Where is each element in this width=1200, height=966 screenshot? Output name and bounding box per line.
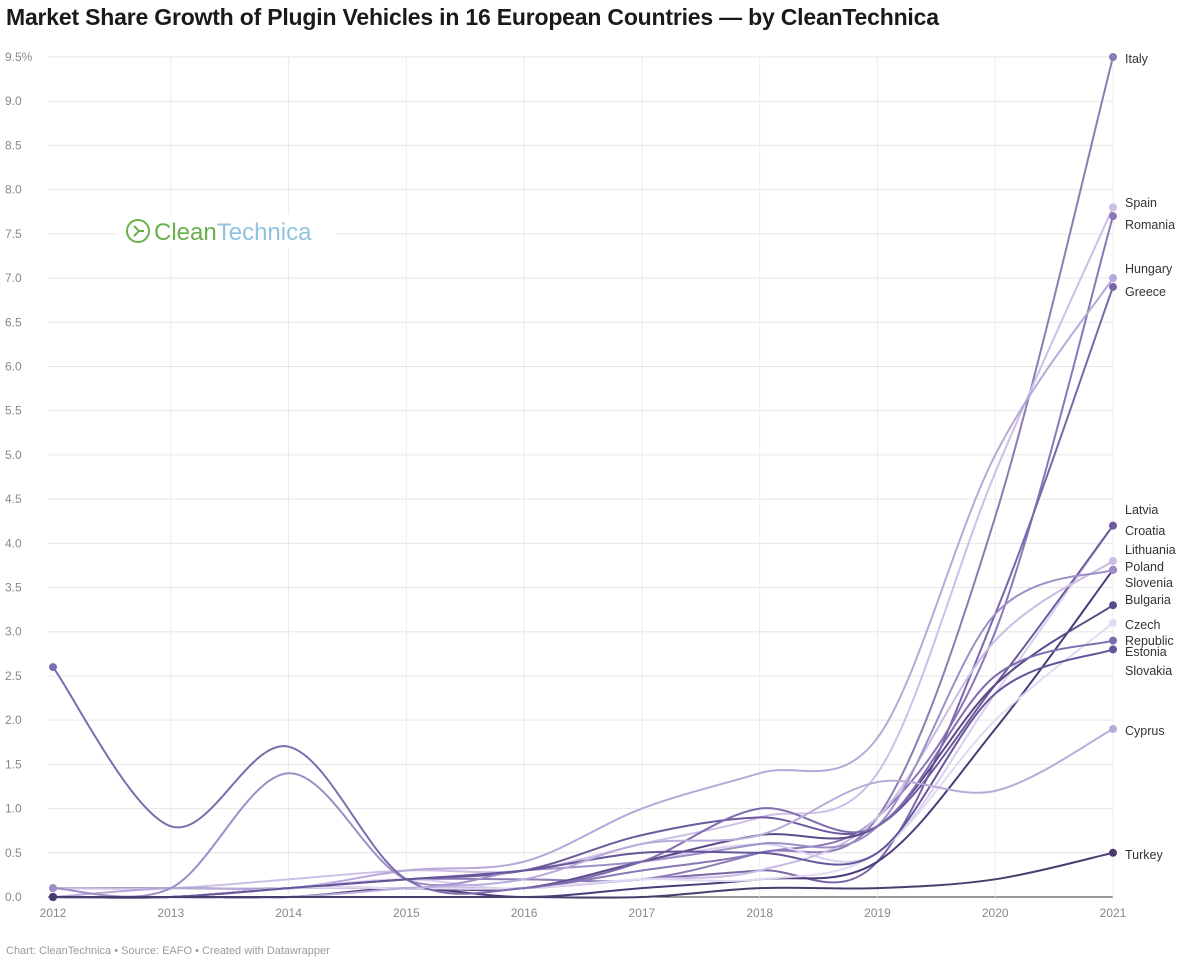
x-tick-label: 2014 xyxy=(275,906,302,920)
data-point-end xyxy=(1109,645,1117,654)
line-chart: 0.0 0.5 1.0 1.5 2.0 2.5 3.0 3.5 4.0 4.5 5.0 5.5 6.0 6… xyxy=(5,50,1176,920)
y-tick-label: 5.5 xyxy=(5,404,22,418)
series-label: Bulgaria xyxy=(1125,593,1171,607)
series-label: Slovakia xyxy=(1125,664,1172,678)
data-point-start xyxy=(49,884,57,893)
cleantechnica-logo: CleanTechnica xyxy=(118,214,336,248)
data-point-end xyxy=(1109,848,1117,857)
y-tick-label: 2.5 xyxy=(5,669,22,683)
series-label: Estonia xyxy=(1125,645,1167,659)
x-tick-label: 2020 xyxy=(982,906,1009,920)
x-tick-label: 2013 xyxy=(157,906,184,920)
x-tick-label: 2017 xyxy=(629,906,656,920)
series-label: Spain xyxy=(1125,196,1157,210)
data-point-end xyxy=(1109,282,1117,291)
series-label: Poland xyxy=(1125,560,1164,574)
x-tick-label: 2016 xyxy=(511,906,538,920)
y-tick-label: 8.0 xyxy=(5,183,22,197)
series-line-czech-republic xyxy=(52,622,1114,899)
data-point-end xyxy=(1109,618,1117,627)
series-line-estonia xyxy=(52,639,1114,895)
y-tick-label: 4.0 xyxy=(5,536,22,550)
y-tick-label: 3.5 xyxy=(5,581,22,595)
y-tick-label: 7.5 xyxy=(5,227,22,241)
logo-icon xyxy=(126,219,150,243)
series-line-spain xyxy=(52,206,1114,890)
y-tick-label: 5.0 xyxy=(5,448,22,462)
x-tick-label: 2015 xyxy=(393,906,420,920)
series-label: Latvia xyxy=(1125,503,1158,517)
grid: 0.0 0.5 1.0 1.5 2.0 2.5 3.0 3.5 4.0 4.5 5.0 5.5 6.0 6… xyxy=(5,50,1127,920)
y-tick-label: 9.5% xyxy=(5,50,33,64)
chart-footer: Chart: CleanTechnica • Source: EAFO • Cr… xyxy=(6,945,330,957)
series-label: Lithuania xyxy=(1125,543,1176,557)
y-tick-label: 2.0 xyxy=(5,713,22,727)
series-label: Italy xyxy=(1125,52,1149,66)
y-tick-label: 8.5 xyxy=(5,138,22,152)
y-tick-label: 6.0 xyxy=(5,359,22,373)
series-line-latvia xyxy=(52,525,1114,899)
series-label: Turkey xyxy=(1125,848,1163,862)
data-point-end xyxy=(1109,557,1117,565)
series-label: Slovenia xyxy=(1125,576,1173,590)
series-label: Hungary xyxy=(1125,262,1173,276)
y-tick-label: 1.0 xyxy=(5,802,22,816)
y-tick-label: 6.5 xyxy=(5,315,22,329)
data-point-end xyxy=(1109,521,1117,530)
series-lines xyxy=(49,53,1117,901)
y-tick-label: 1.5 xyxy=(5,757,22,771)
series-labels: Italy Spain Romania Hungary Greece Latvia Croa… xyxy=(1125,52,1176,862)
series-line-slovenia xyxy=(52,568,1114,898)
data-point-end xyxy=(1109,274,1117,283)
data-point-end xyxy=(1109,725,1117,733)
x-tick-label: 2018 xyxy=(746,906,773,920)
y-tick-label: 7.0 xyxy=(5,271,22,285)
y-tick-label: 3.0 xyxy=(5,625,22,639)
series-label: Croatia xyxy=(1125,524,1165,538)
series-line-slovakia xyxy=(52,648,1114,899)
data-point-end xyxy=(1109,212,1117,221)
data-point-start xyxy=(49,663,57,672)
x-tick-label: 2019 xyxy=(864,906,891,920)
series-line-cyprus xyxy=(53,728,1114,899)
chart-title: Market Share Growth of Plugin Vehicles i… xyxy=(6,4,939,30)
data-point-end xyxy=(1109,636,1117,645)
series-label: Czech Republic xyxy=(1125,618,1174,648)
y-tick-label: 4.5 xyxy=(5,492,22,506)
x-tick-label: 2012 xyxy=(40,906,67,920)
data-point-end xyxy=(1109,565,1117,574)
y-tick-label: 0.5 xyxy=(5,846,22,860)
x-tick-label: 2021 xyxy=(1100,906,1127,920)
series-line-croatia xyxy=(52,525,1114,899)
y-tick-label: 9.0 xyxy=(5,94,22,108)
y-tick-label: 0.0 xyxy=(5,890,22,904)
data-point-start xyxy=(49,893,57,901)
series-label: Greece xyxy=(1125,285,1166,299)
svg-text:CleanTechnica: CleanTechnica xyxy=(154,219,312,246)
data-point-end xyxy=(1109,601,1117,610)
series-label: Romania xyxy=(1125,218,1175,232)
series-label: Cyprus xyxy=(1125,724,1165,738)
series-line-turkey xyxy=(53,851,1114,899)
data-point-end xyxy=(1109,53,1117,61)
series-line-hungary xyxy=(52,277,1114,898)
data-point-end xyxy=(1109,203,1117,212)
